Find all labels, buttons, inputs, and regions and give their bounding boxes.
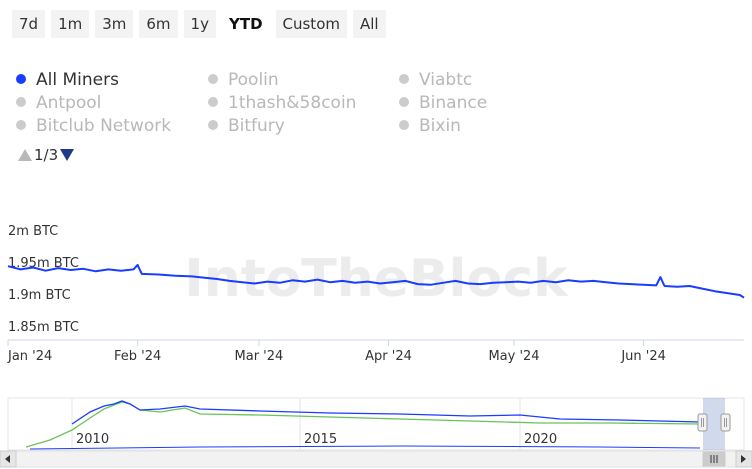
legend-item-1thash-58coin[interactable]: 1thash&58coin: [208, 93, 356, 113]
legend-pager: 1/3: [18, 146, 75, 164]
y-tick-label: 1.9m BTC: [8, 288, 71, 303]
series-dot-icon: [399, 120, 409, 130]
range-button-1m[interactable]: 1m: [51, 10, 90, 38]
legend-item-antpool[interactable]: Antpool: [16, 93, 101, 113]
navigator: 2010 2015 2020: [7, 397, 745, 451]
pager-up-arrow-icon[interactable]: [18, 149, 32, 161]
navigator-selected-range[interactable]: [703, 398, 725, 450]
navigator-tick-label: 2010: [76, 432, 109, 447]
range-button-all[interactable]: All: [352, 10, 386, 38]
x-tick-label: May '24: [488, 349, 539, 364]
x-tick-label: Feb '24: [114, 349, 161, 364]
scrollbar[interactable]: [0, 450, 752, 468]
x-tick-label: Jun '24: [620, 349, 666, 364]
legend-item-poolin[interactable]: Poolin: [208, 70, 279, 90]
series-dot-icon: [399, 97, 409, 107]
range-button-custom[interactable]: Custom: [275, 10, 347, 38]
series-dot-icon: [16, 97, 26, 107]
legend-item-viabtc[interactable]: Viabtc: [399, 70, 472, 90]
navigator-series-green: [25, 401, 701, 448]
range-button-7d[interactable]: 7d: [12, 10, 46, 38]
navigator-right-handle[interactable]: [720, 413, 731, 432]
range-selector: 7d 1m 3m 6m 1y YTD Custom All: [12, 10, 386, 38]
pager-down-arrow-icon[interactable]: [60, 149, 75, 161]
range-button-1y[interactable]: 1y: [183, 10, 216, 38]
legend-item-bitclub-network[interactable]: Bitclub Network: [16, 116, 171, 136]
scroll-right-arrow-icon: [741, 455, 746, 463]
x-tick-label: Apr '24: [365, 349, 412, 364]
x-tick-label: Jan '24: [7, 349, 52, 364]
series-dot-icon: [16, 74, 26, 84]
y-tick-label: 2m BTC: [8, 224, 58, 239]
series-dot-icon: [208, 120, 218, 130]
series-dot-icon: [399, 74, 409, 84]
navigator-tick-label: 2015: [304, 432, 337, 447]
range-button-6m[interactable]: 6m: [139, 10, 178, 38]
navigator-frame: [7, 397, 745, 451]
series-dot-icon: [16, 120, 26, 130]
series-line-all-miners: [7, 263, 745, 299]
x-tick-label: Mar '24: [235, 349, 284, 364]
navigator-series-blue: [71, 400, 701, 425]
legend-item-bixin[interactable]: Bixin: [399, 116, 461, 136]
scroll-left-arrow-icon: [5, 455, 10, 463]
series-dot-icon: [208, 74, 218, 84]
range-button-3m[interactable]: 3m: [95, 10, 134, 38]
scrollbar-track[interactable]: [0, 450, 752, 468]
navigator-tick-label: 2020: [524, 432, 557, 447]
legend-item-all-miners[interactable]: All Miners: [16, 70, 119, 90]
pager-label: 1/3: [34, 146, 59, 164]
series-dot-icon: [208, 97, 218, 107]
legend-item-binance[interactable]: Binance: [399, 93, 487, 113]
navigator-series-lower: [29, 445, 701, 450]
legend-item-bitfury[interactable]: Bitfury: [208, 116, 285, 136]
range-button-ytd[interactable]: YTD: [221, 10, 270, 38]
navigator-left-handle[interactable]: [697, 413, 708, 432]
y-tick-label: 1.95m BTC: [8, 256, 79, 271]
y-tick-label: 1.85m BTC: [8, 320, 79, 335]
watermark: IntoTheBlock: [184, 249, 569, 309]
